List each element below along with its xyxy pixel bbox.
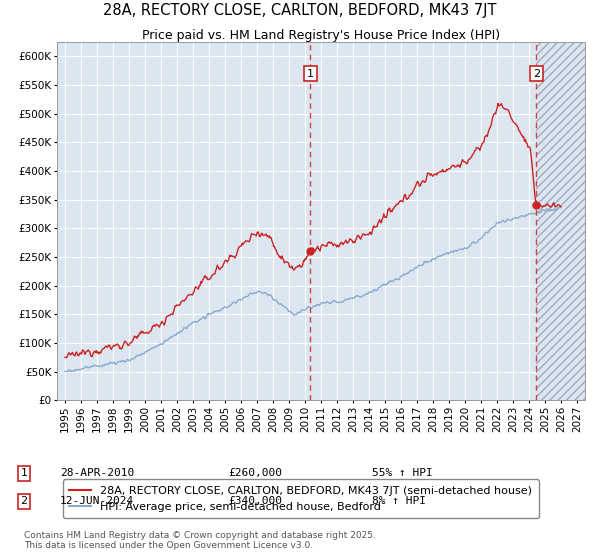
Text: 1: 1 bbox=[307, 68, 314, 78]
Text: 55% ↑ HPI: 55% ↑ HPI bbox=[372, 468, 433, 478]
Text: £340,000: £340,000 bbox=[228, 496, 282, 506]
Title: Price paid vs. HM Land Registry's House Price Index (HPI): Price paid vs. HM Land Registry's House … bbox=[142, 29, 500, 42]
Legend: 28A, RECTORY CLOSE, CARLTON, BEDFORD, MK43 7JT (semi-detached house), HPI: Avera: 28A, RECTORY CLOSE, CARLTON, BEDFORD, MK… bbox=[62, 479, 539, 519]
Text: 2: 2 bbox=[20, 496, 28, 506]
Text: 2: 2 bbox=[533, 68, 540, 78]
Bar bbox=[536, 42, 585, 400]
Text: 8% ↑ HPI: 8% ↑ HPI bbox=[372, 496, 426, 506]
Text: 1: 1 bbox=[20, 468, 28, 478]
Text: 12-JUN-2024: 12-JUN-2024 bbox=[60, 496, 134, 506]
Text: 28A, RECTORY CLOSE, CARLTON, BEDFORD, MK43 7JT: 28A, RECTORY CLOSE, CARLTON, BEDFORD, MK… bbox=[103, 3, 497, 18]
Text: £260,000: £260,000 bbox=[228, 468, 282, 478]
Text: 28-APR-2010: 28-APR-2010 bbox=[60, 468, 134, 478]
Text: Contains HM Land Registry data © Crown copyright and database right 2025.
This d: Contains HM Land Registry data © Crown c… bbox=[24, 530, 376, 550]
